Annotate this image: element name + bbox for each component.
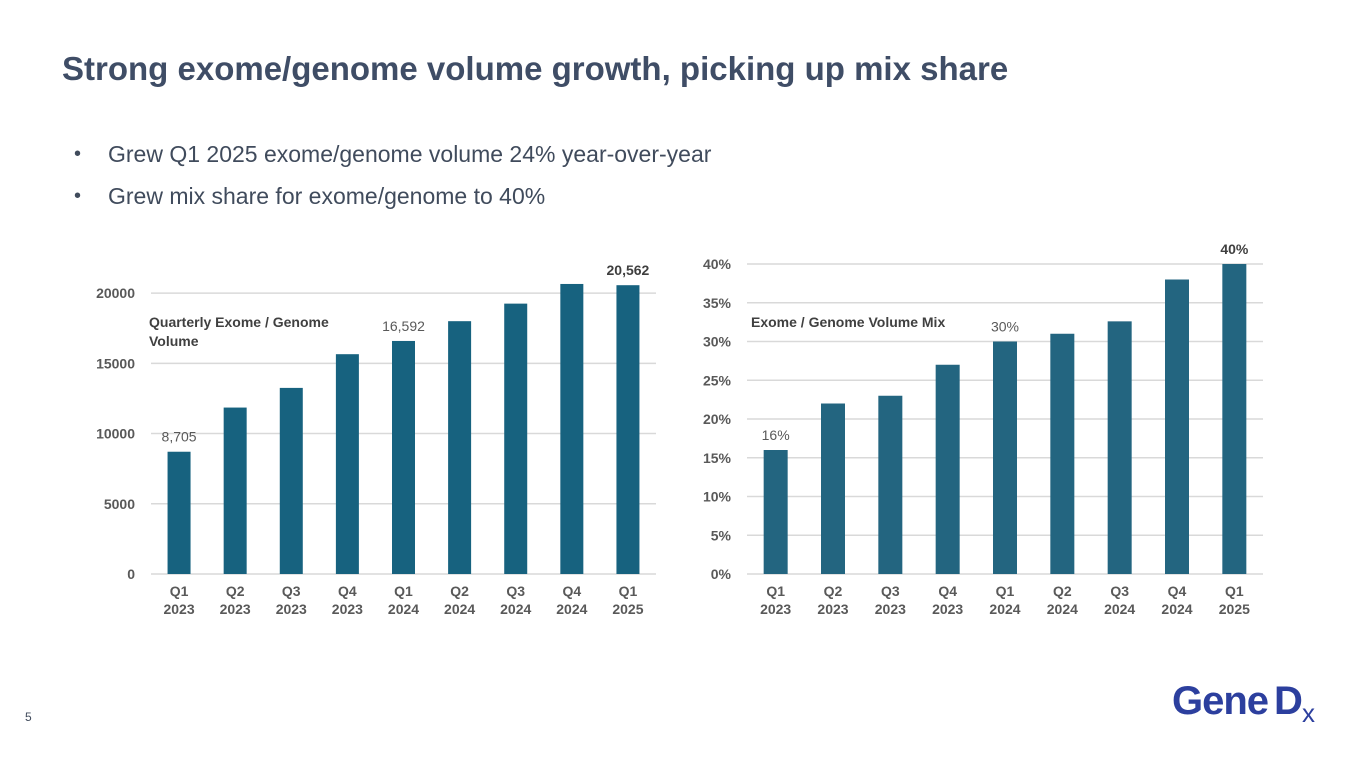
x-tick-label: Q2 (450, 583, 469, 599)
x-tick-label: 2024 (1047, 601, 1078, 617)
bar (935, 364, 960, 574)
x-tick-label: 2023 (332, 601, 363, 617)
x-tick-label: Q1 (619, 583, 638, 599)
y-tick-label: 20000 (96, 285, 135, 301)
x-tick-label: 2023 (875, 601, 906, 617)
bullet-dot: • (74, 143, 82, 165)
x-tick-label: Q3 (506, 583, 525, 599)
x-tick-label: 2023 (220, 601, 251, 617)
bar (335, 354, 359, 574)
data-label: 40% (1220, 241, 1249, 257)
svg-text:D: D (1274, 679, 1303, 723)
x-tick-label: 2025 (612, 601, 643, 617)
bullet-dot: • (74, 185, 82, 207)
x-tick-label: Q3 (881, 583, 900, 599)
x-tick-label: Q4 (562, 583, 581, 599)
y-tick-label: 15000 (96, 355, 135, 371)
x-tick-label: Q4 (338, 583, 357, 599)
chart-title: Quarterly Exome / Genome (149, 314, 329, 330)
y-tick-label: 10000 (96, 426, 135, 442)
bar (504, 303, 528, 574)
data-label: 16,592 (382, 318, 425, 334)
volume-bar-chart: 0 5000 10000 15000 20000 Q1 2023 Q2 2023 Q3 2023 Q4… (96, 262, 656, 617)
x-tick-label: Q3 (282, 583, 301, 599)
bar (448, 321, 472, 574)
bullet-item: • Grew Q1 2025 exome/genome volume 24% ye… (74, 133, 711, 175)
x-tick-label: 2023 (760, 601, 791, 617)
genedx-logo: Gene D x (1172, 679, 1315, 726)
x-tick-label: 2023 (817, 601, 848, 617)
x-tick-label: Q1 (996, 583, 1015, 599)
bar (993, 341, 1017, 574)
bar (223, 407, 247, 574)
data-label: 20,562 (607, 262, 650, 278)
x-tick-label: Q1 (394, 583, 413, 599)
x-tick-label: 2024 (444, 601, 475, 617)
x-tick-label: Q3 (1110, 583, 1129, 599)
bar (1222, 264, 1247, 574)
y-tick-label: 20% (703, 411, 732, 427)
bar (1050, 333, 1075, 574)
bar (1165, 279, 1189, 574)
page-number: 5 (25, 710, 32, 724)
x-tick-label: 2024 (388, 601, 419, 617)
bar (878, 395, 903, 574)
bullet-item: • Grew mix share for exome/genome to 40% (74, 175, 711, 217)
svg-text:Gene: Gene (1172, 679, 1268, 723)
y-tick-label: 40% (703, 256, 732, 272)
y-tick-label: 35% (703, 295, 732, 311)
x-tick-label: Q2 (1053, 583, 1072, 599)
data-label: 30% (991, 319, 1019, 335)
x-tick-label: 2025 (1219, 601, 1250, 617)
y-tick-label: 0% (711, 566, 732, 582)
x-tick-label: Q1 (170, 583, 189, 599)
x-tick-label: Q1 (1225, 583, 1244, 599)
data-label: 16% (762, 427, 790, 443)
x-tick-label: 2023 (163, 601, 194, 617)
data-label: 8,705 (162, 429, 197, 445)
y-tick-label: 15% (703, 450, 732, 466)
y-tick-label: 0 (127, 566, 135, 582)
x-tick-label: 2024 (556, 601, 587, 617)
x-tick-label: 2023 (276, 601, 307, 617)
svg-text:x: x (1302, 698, 1315, 726)
bar (821, 403, 845, 574)
x-tick-label: 2024 (1161, 601, 1192, 617)
bullet-text: Grew Q1 2025 exome/genome volume 24% yea… (108, 141, 712, 167)
bar (392, 340, 415, 574)
slide-title: Strong exome/genome volume growth, picki… (62, 50, 1009, 87)
x-tick-label: Q4 (938, 583, 957, 599)
chart-title: Exome / Genome Volume Mix (751, 314, 945, 330)
bar (763, 450, 788, 574)
y-tick-label: 5% (711, 527, 732, 543)
x-tick-label: 2024 (989, 601, 1020, 617)
x-tick-label: 2024 (500, 601, 531, 617)
x-tick-label: Q2 (226, 583, 245, 599)
bar (167, 451, 191, 574)
y-tick-label: 30% (703, 334, 732, 350)
bar (279, 387, 303, 574)
bar (1107, 321, 1132, 574)
x-tick-label: Q4 (1168, 583, 1187, 599)
x-tick-label: 2023 (932, 601, 963, 617)
mix-bar-chart: 0% 5% 10% 15% 20% 25% 30% 35% 40% Q1 2023 Q2 2023 Q3 2… (703, 241, 1263, 617)
x-tick-label: 2024 (1104, 601, 1135, 617)
bullet-text: Grew mix share for exome/genome to 40% (108, 183, 546, 209)
chart-title: Volume (149, 333, 199, 349)
y-tick-label: 10% (703, 489, 732, 505)
y-tick-label: 5000 (104, 496, 135, 512)
y-tick-label: 25% (703, 372, 732, 388)
bullet-list: • Grew Q1 2025 exome/genome volume 24% ye… (74, 133, 711, 217)
x-tick-label: Q2 (824, 583, 843, 599)
x-tick-label: Q1 (766, 583, 785, 599)
bar (616, 285, 640, 574)
bar (560, 283, 584, 574)
